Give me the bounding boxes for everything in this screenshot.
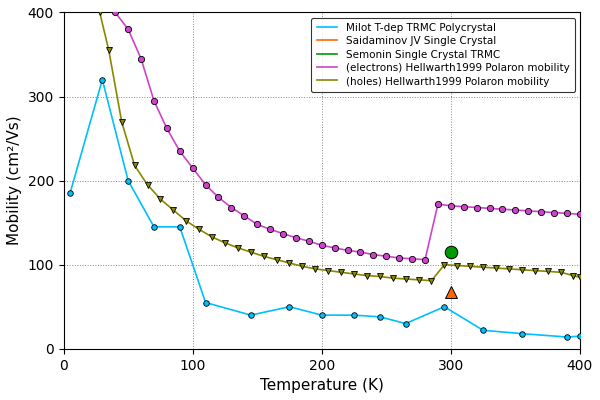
Legend: Milot T-dep TRMC Polycrystal, Saidaminov JV Single Crystal, Semonin Single Cryst: Milot T-dep TRMC Polycrystal, Saidaminov… (311, 18, 575, 92)
X-axis label: Temperature (K): Temperature (K) (260, 378, 384, 393)
Y-axis label: Mobility (cm²/Vs): Mobility (cm²/Vs) (7, 116, 22, 246)
